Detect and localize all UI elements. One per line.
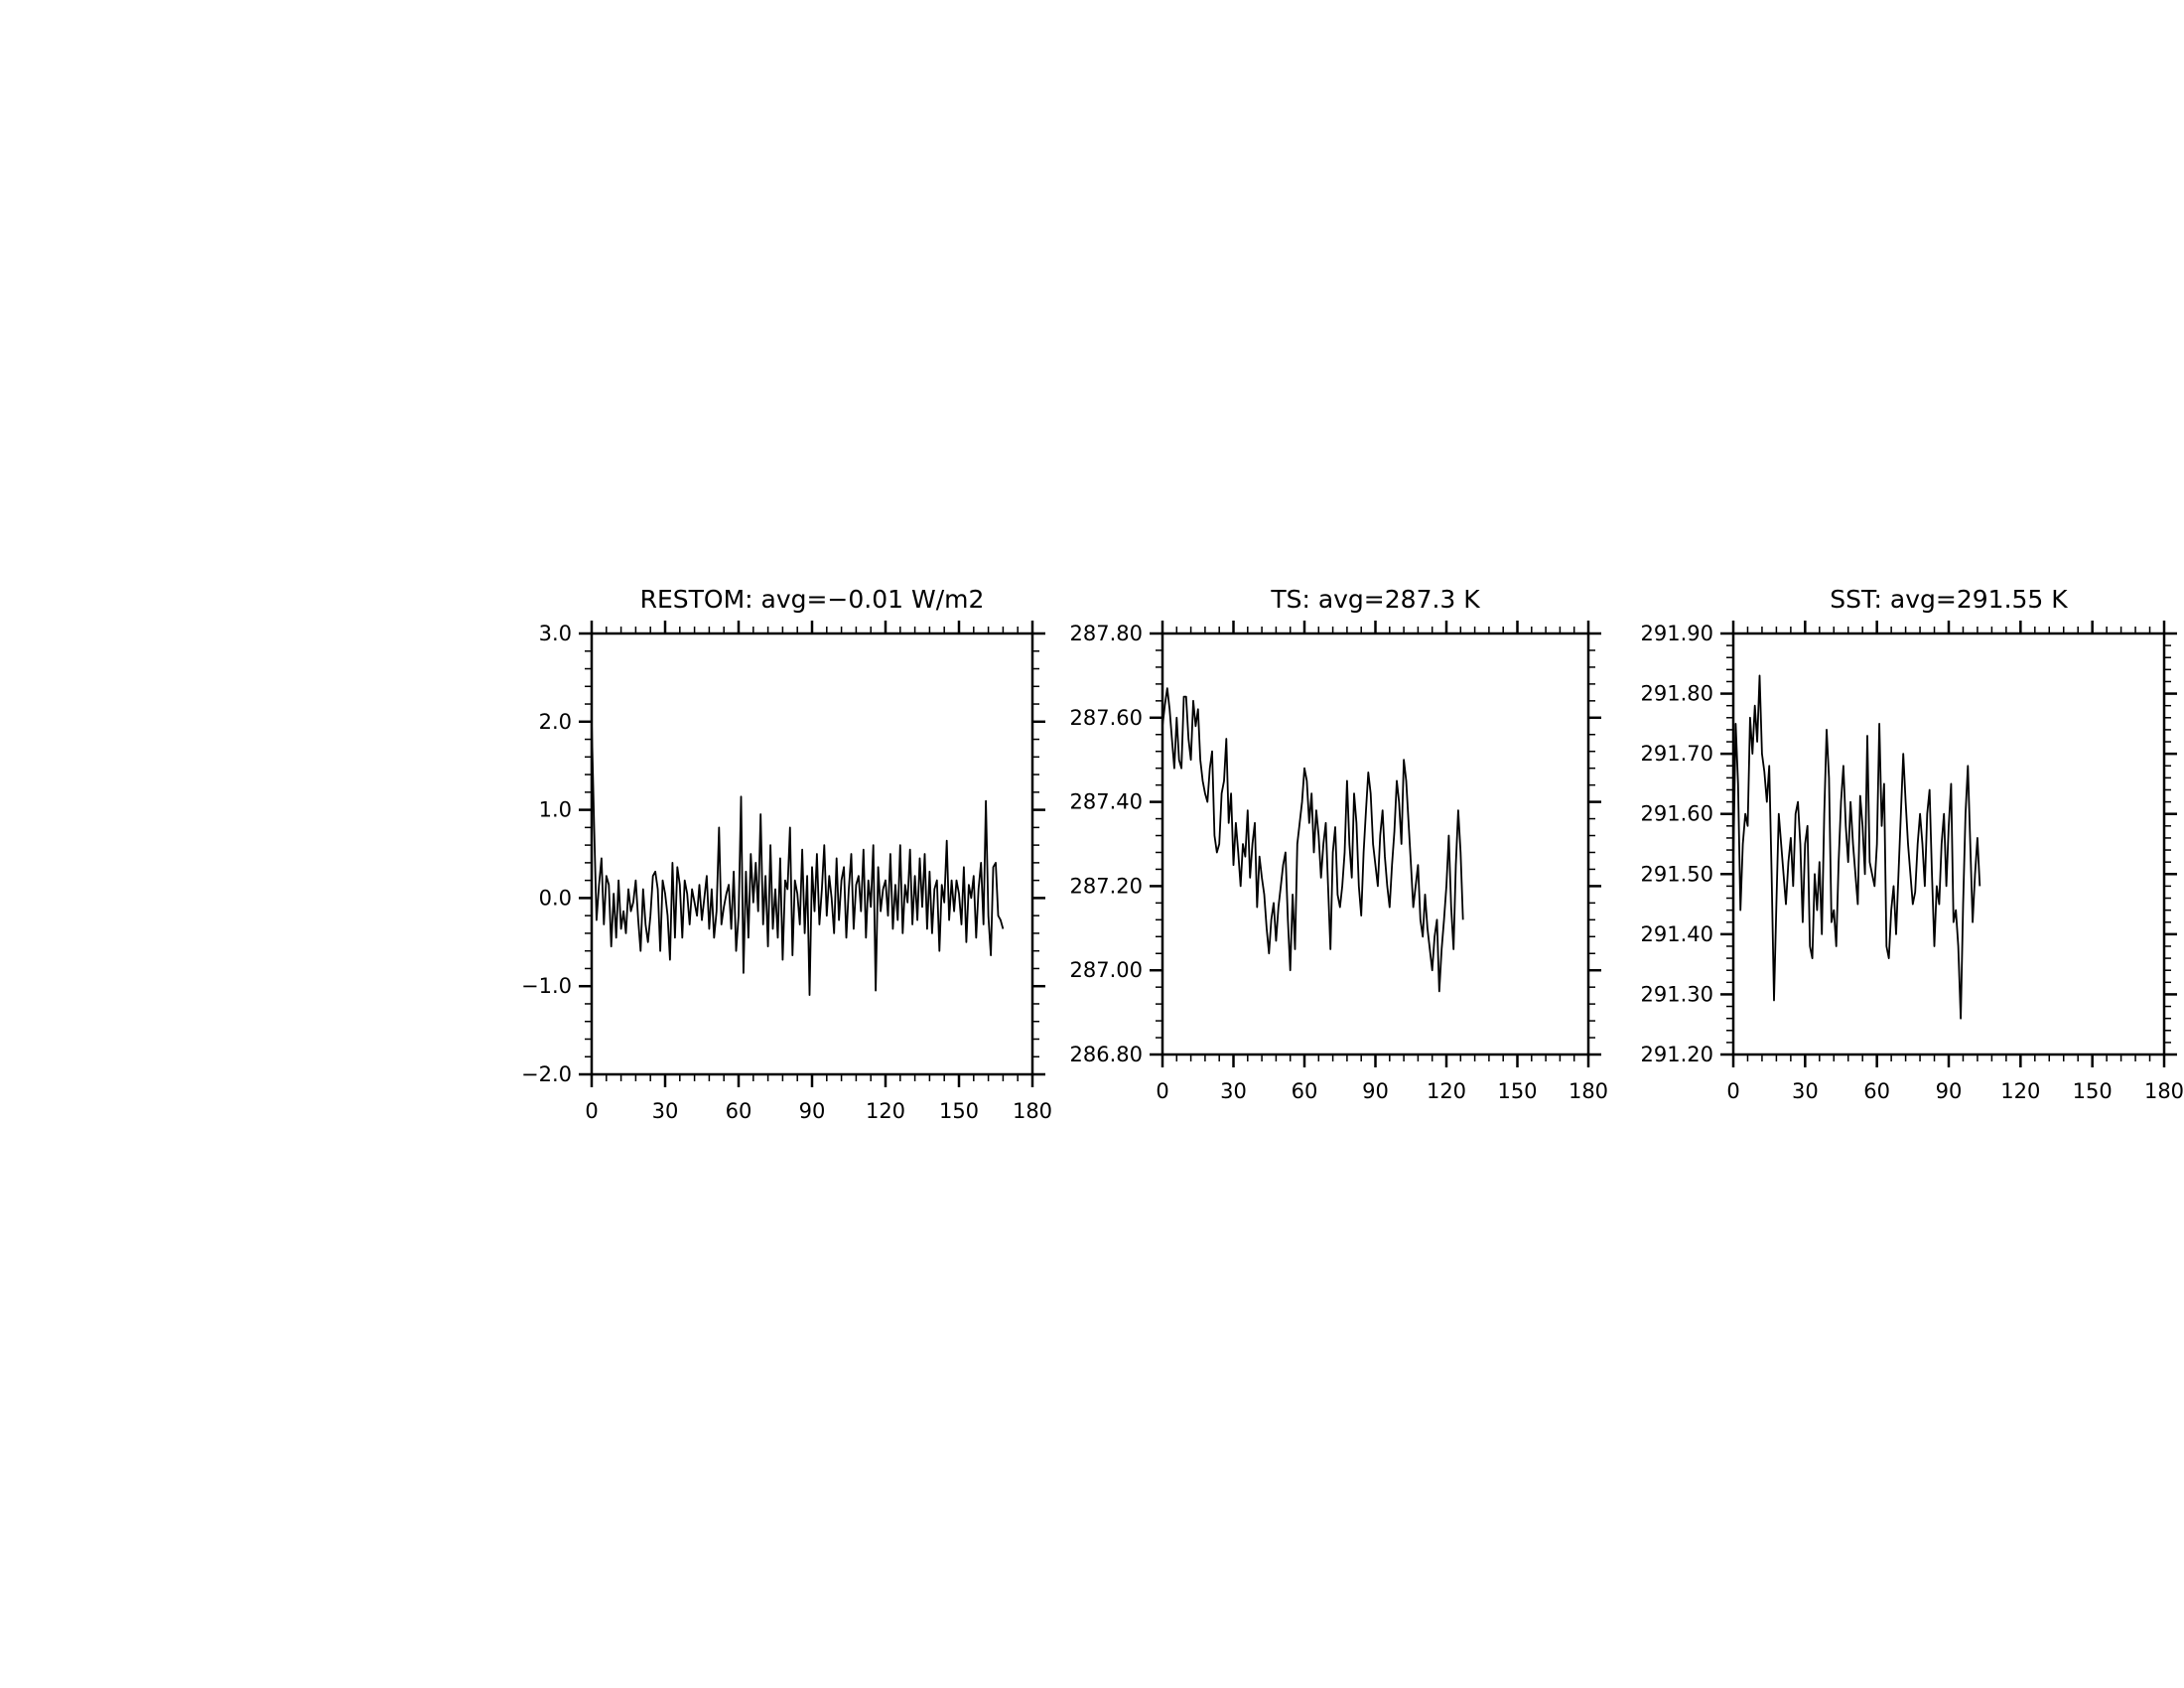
series-line [1161,687,1464,993]
x-tick-label: 30 [1792,1079,1819,1103]
y-tick-label: 287.00 [1070,958,1143,982]
x-tick-label: 150 [1497,1079,1537,1103]
y-tick-label: 291.90 [1641,622,1713,645]
x-tick-label: 120 [2000,1079,2040,1103]
chart-panel-1: RESTOM: avg=−0.01 W/m2 0 30 60 90 120 150 180 −2… [521,585,1052,1123]
x-tick-label: 180 [1013,1099,1052,1123]
series-line [1732,674,1981,1020]
y-tick-label: 291.30 [1641,982,1713,1006]
y-tick-label: 287.20 [1070,874,1143,898]
plot-frame [590,632,1034,1076]
x-tick-label: 0 [1156,1079,1168,1103]
x-tick-label: 0 [585,1099,598,1123]
x-tick-label: 60 [726,1099,752,1123]
y-tick-label: 291.20 [1641,1043,1713,1066]
chart-title: TS: avg=287.3 K [1270,585,1480,614]
chart-title: RESTOM: avg=−0.01 W/m2 [640,585,985,614]
y-tick-label: 291.40 [1641,922,1713,946]
chart-title: SST: avg=291.55 K [1830,585,2068,614]
y-tick-label: 291.80 [1641,682,1713,706]
y-tick-label: 291.60 [1641,802,1713,826]
x-tick-label: 90 [1936,1079,1963,1103]
chart-panel-3: SST: avg=291.55 K 0 30 60 90 120 150 180 291.20 2… [1641,585,2184,1103]
x-tick-label: 30 [1220,1079,1247,1103]
x-tick-label: 120 [1427,1079,1466,1103]
y-tick-label: 291.50 [1641,862,1713,886]
y-tick-label: 2.0 [539,710,572,734]
x-tick-label: 150 [2073,1079,2113,1103]
series-line [591,721,1005,996]
x-tick-label: 180 [1569,1079,1608,1103]
y-tick-label: 287.40 [1070,790,1143,814]
x-tick-label: 150 [939,1099,979,1123]
x-tick-label: 60 [1292,1079,1318,1103]
x-tick-label: 90 [1362,1079,1389,1103]
y-tick-label: 286.80 [1070,1043,1143,1066]
x-tick-label: 120 [866,1099,905,1123]
y-tick-label: 287.60 [1070,706,1143,730]
y-tick-label: −1.0 [521,974,572,998]
y-tick-label: 291.70 [1641,742,1713,766]
x-tick-label: 0 [1726,1079,1739,1103]
y-tick-label: −2.0 [521,1062,572,1086]
x-tick-label: 90 [799,1099,826,1123]
chart-panel-2: TS: avg=287.3 K 0 30 60 90 120 150 180 286.80 287… [1070,585,1609,1103]
plot-frame [1160,632,1590,1056]
y-tick-label: 3.0 [539,622,572,645]
x-tick-label: 30 [652,1099,679,1123]
y-tick-label: 0.0 [539,886,572,910]
y-tick-label: 1.0 [539,798,572,822]
y-tick-label: 287.80 [1070,622,1143,645]
x-tick-label: 60 [1863,1079,1890,1103]
x-tick-label: 180 [2144,1079,2184,1103]
